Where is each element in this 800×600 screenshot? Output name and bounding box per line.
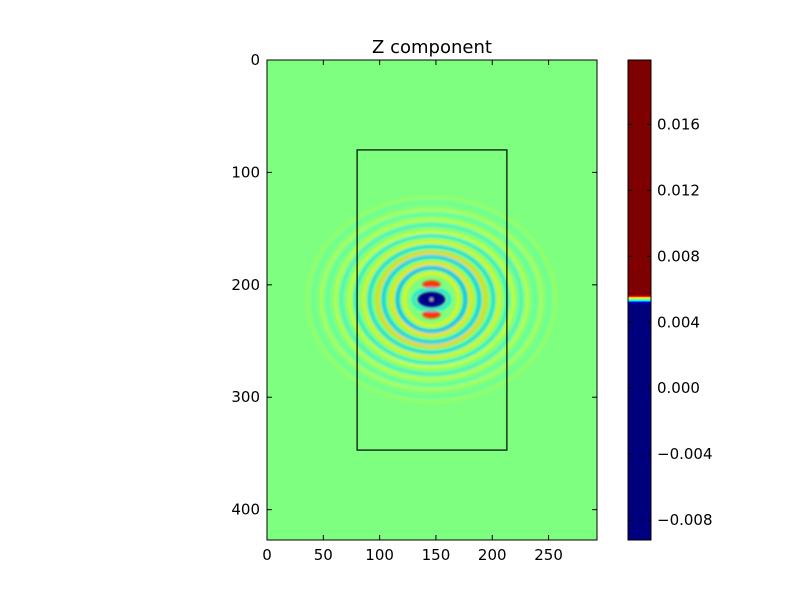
y-tick-label: 200 — [231, 276, 260, 294]
wave-ring — [311, 199, 551, 399]
source-halo — [411, 286, 451, 312]
source-lobe-top — [422, 280, 441, 289]
chart-title: Z component — [372, 37, 492, 58]
colorbar-tick-label: 0.004 — [657, 313, 700, 331]
x-tick-label: 250 — [534, 546, 563, 564]
y-tick-label: 400 — [231, 501, 260, 519]
colorbar-ticks: 0.016 0.012 0.008 0.004 0.000 −0.004 −0.008 — [628, 115, 713, 529]
wave-ring — [361, 239, 502, 360]
axes-frame — [266, 59, 598, 541]
wave-ring — [375, 250, 488, 349]
wave-ring — [305, 195, 557, 403]
wave-ring — [347, 229, 515, 369]
wave-ring — [325, 211, 537, 387]
y-tick-label: 300 — [231, 388, 260, 406]
wave-rings — [305, 195, 557, 403]
heatmap-axes: 0 50 100 150 200 250 0 100 200 300 400 Z componen… — [231, 37, 598, 564]
x-tick-label: 150 — [422, 546, 451, 564]
colorbar-tick-label: 0.012 — [657, 181, 700, 199]
wave-ring — [319, 207, 543, 391]
colorbar-tick-label: −0.004 — [657, 445, 713, 463]
source-point — [430, 298, 433, 301]
source-lobe-bottom — [422, 310, 441, 319]
colorbar: 0.016 0.012 0.008 0.004 0.000 −0.004 −0.008 — [627, 59, 713, 541]
wave-ring — [395, 265, 468, 334]
wave-ring — [339, 222, 523, 376]
colorbar-tick-label: 0.016 — [657, 115, 700, 133]
y-tick-label: 0 — [250, 51, 260, 69]
domain-rectangle — [356, 149, 508, 451]
wave-ring — [367, 244, 496, 355]
colorbar-tick-label: 0.000 — [657, 379, 700, 397]
wave-ring — [402, 271, 460, 327]
wave-ring — [381, 254, 482, 345]
x-tick-label: 0 — [262, 546, 272, 564]
x-tick-label: 50 — [314, 546, 333, 564]
colorbar-tick-label: 0.008 — [657, 247, 700, 265]
colorbar-tick-label: −0.008 — [657, 511, 713, 529]
y-axis-ticks: 0 100 200 300 400 — [231, 51, 597, 519]
x-axis-ticks: 0 50 100 150 200 250 — [262, 60, 563, 564]
x-tick-label: 200 — [478, 546, 507, 564]
y-tick-label: 100 — [231, 163, 260, 181]
colorbar-gradient — [627, 59, 652, 541]
x-tick-label: 100 — [365, 546, 394, 564]
wave-ring — [333, 217, 529, 381]
wave-ring — [389, 261, 474, 338]
